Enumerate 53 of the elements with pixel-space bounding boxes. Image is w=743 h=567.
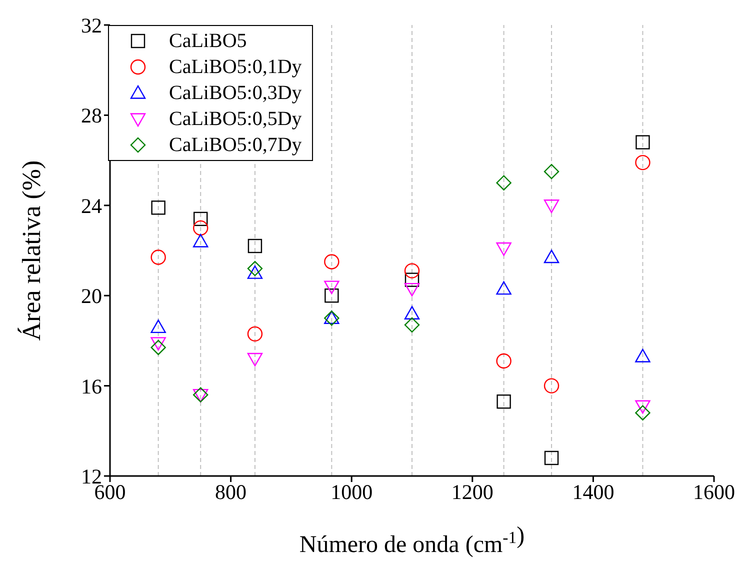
point (193, 220, 208, 236)
y-axis-title: Área relativa (%) (17, 160, 46, 341)
point (544, 164, 560, 180)
point (544, 250, 560, 264)
point (324, 288, 339, 303)
point (150, 337, 166, 351)
point (324, 254, 340, 270)
point (247, 265, 263, 279)
y-tick-label: 28 (81, 104, 102, 128)
point (151, 200, 166, 215)
point (544, 200, 560, 213)
legend-label: CaLiBO5:0,1Dy (169, 55, 302, 80)
point (247, 352, 263, 366)
point (496, 353, 512, 369)
legend-label: CaLiBO5:0,7Dy (169, 133, 302, 158)
point (404, 263, 420, 278)
point (194, 212, 208, 226)
y-tick-label: 20 (81, 284, 102, 308)
point (193, 234, 208, 248)
point (544, 378, 560, 394)
point (635, 400, 650, 414)
x-tick-label: 1600 (693, 480, 735, 504)
x-tick-label: 800 (215, 480, 247, 504)
x-tick-label: 1400 (572, 480, 614, 504)
point (496, 242, 512, 256)
legend-label: CaLiBO5 (169, 29, 247, 54)
point (324, 280, 340, 294)
point (248, 238, 262, 254)
point (247, 326, 263, 342)
legend-label: CaLiBO5:0,5Dy (169, 107, 302, 132)
point (404, 272, 420, 287)
point (496, 394, 511, 409)
point (247, 260, 263, 276)
point (635, 348, 650, 362)
point (635, 405, 650, 420)
x-tick-label: 1200 (451, 480, 494, 504)
x-tick-label: 1000 (330, 480, 373, 504)
x-axis-title: Número de onda (cm$^{-1}$) (299, 523, 525, 558)
point (150, 250, 166, 265)
point (404, 306, 420, 320)
y-tick-label: 24 (81, 194, 102, 218)
point (635, 154, 650, 170)
point (496, 281, 512, 295)
point (404, 317, 420, 333)
legend-label: CaLiBO5:0,3Dy (169, 81, 302, 106)
point (636, 135, 650, 150)
point (150, 320, 166, 334)
y-tick-label: 16 (81, 374, 102, 398)
point (404, 282, 420, 296)
y-tick-label: 32 (81, 13, 102, 38)
point (496, 175, 512, 190)
point (150, 340, 166, 356)
point (544, 450, 559, 466)
